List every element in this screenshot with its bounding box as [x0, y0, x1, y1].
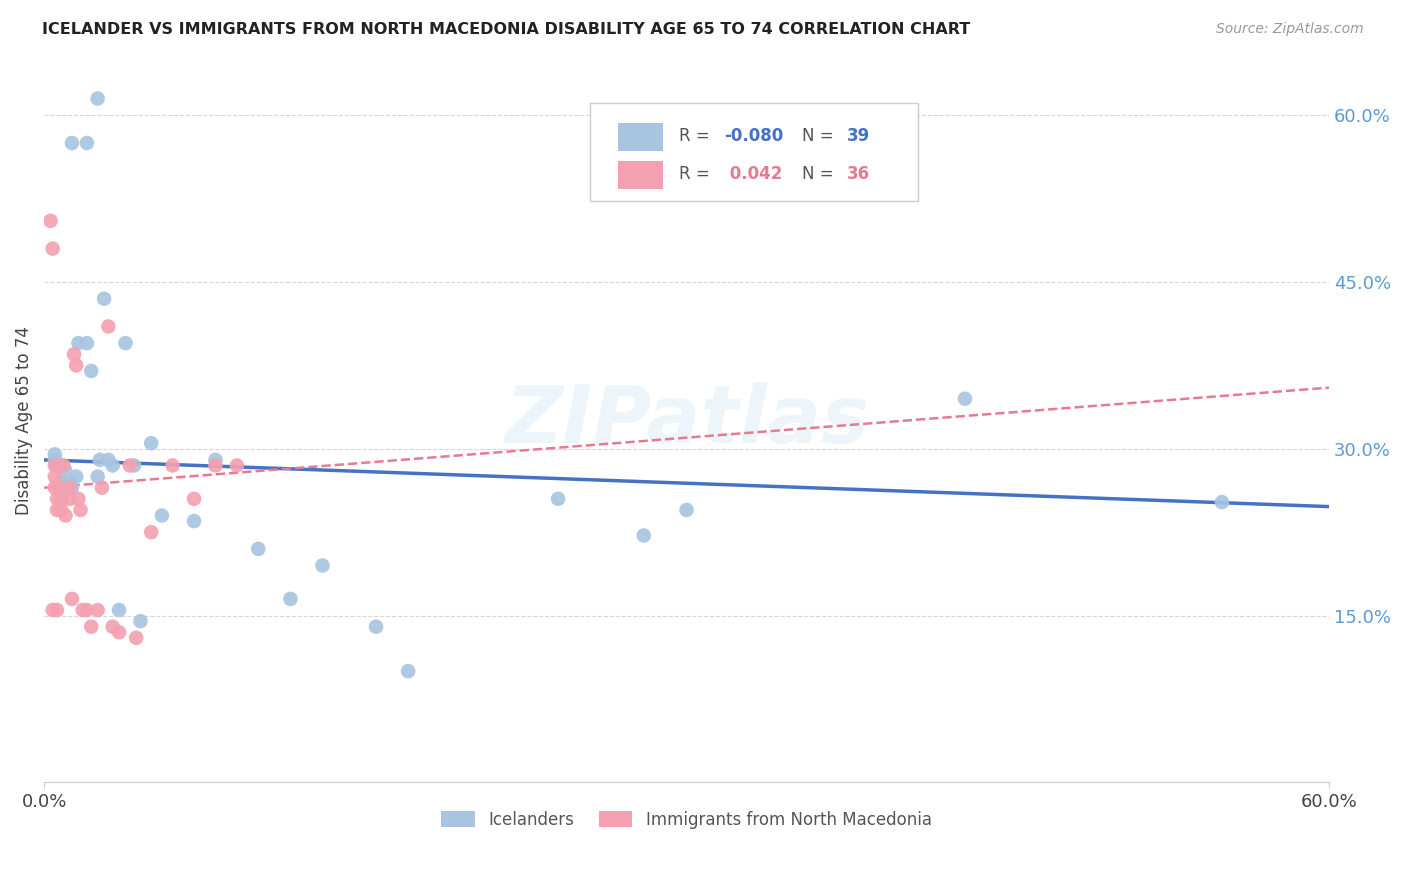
FancyBboxPatch shape: [619, 123, 664, 151]
Point: [122, 458, 145, 473]
Point: [204, 458, 226, 473]
FancyBboxPatch shape: [591, 103, 918, 201]
Point: [51, 475, 73, 490]
Point: [52, 458, 75, 473]
Point: [60, 591, 83, 606]
Point: [44, 481, 66, 495]
Text: N =: N =: [803, 166, 839, 184]
Point: [59, 475, 82, 490]
Point: [65, 469, 87, 483]
Point: [90, 481, 112, 495]
Text: N =: N =: [803, 128, 839, 145]
Point: [86, 603, 108, 617]
Point: [41, 242, 63, 256]
Point: [162, 458, 184, 473]
Point: [97, 453, 120, 467]
Point: [55, 508, 77, 523]
Point: [44, 458, 66, 473]
Point: [675, 503, 697, 517]
Point: [311, 558, 333, 573]
Point: [364, 620, 387, 634]
Point: [48, 481, 70, 495]
Text: 0.042: 0.042: [724, 166, 782, 184]
Point: [69, 503, 91, 517]
Point: [183, 491, 205, 506]
Point: [396, 664, 419, 678]
Point: [547, 491, 569, 506]
Point: [247, 541, 270, 556]
Point: [89, 453, 111, 467]
Point: [150, 508, 173, 523]
Point: [108, 625, 131, 640]
Text: R =: R =: [679, 166, 714, 184]
Point: [52, 481, 75, 495]
Point: [1211, 495, 1233, 509]
Point: [39, 214, 62, 228]
Point: [51, 491, 73, 506]
Point: [55, 464, 77, 478]
Point: [76, 136, 98, 150]
Text: ICELANDER VS IMMIGRANTS FROM NORTH MACEDONIA DISABILITY AGE 65 TO 74 CORRELATION: ICELANDER VS IMMIGRANTS FROM NORTH MACED…: [42, 22, 970, 37]
Point: [76, 336, 98, 351]
Text: R =: R =: [679, 128, 714, 145]
Point: [118, 458, 141, 473]
Text: ZIPatlas: ZIPatlas: [505, 382, 869, 460]
Point: [183, 514, 205, 528]
Point: [51, 503, 73, 517]
Point: [41, 603, 63, 617]
Point: [125, 631, 148, 645]
Point: [633, 528, 655, 542]
Y-axis label: Disability Age 65 to 74: Disability Age 65 to 74: [15, 326, 32, 516]
Point: [108, 603, 131, 617]
Point: [48, 458, 70, 473]
Point: [953, 392, 976, 406]
Point: [65, 359, 87, 373]
Point: [46, 458, 69, 473]
Point: [114, 336, 136, 351]
Point: [44, 447, 66, 461]
Text: -0.080: -0.080: [724, 128, 783, 145]
Legend: Icelanders, Immigrants from North Macedonia: Icelanders, Immigrants from North Macedo…: [434, 804, 938, 836]
Point: [86, 469, 108, 483]
Point: [46, 503, 69, 517]
Point: [44, 453, 66, 467]
Text: Source: ZipAtlas.com: Source: ZipAtlas.com: [1216, 22, 1364, 37]
Point: [93, 292, 115, 306]
Point: [59, 491, 82, 506]
Point: [101, 458, 124, 473]
Point: [63, 347, 86, 361]
Point: [97, 319, 120, 334]
Point: [225, 458, 247, 473]
Point: [59, 481, 82, 495]
Text: 36: 36: [848, 166, 870, 184]
Point: [67, 336, 90, 351]
Point: [72, 603, 94, 617]
Point: [141, 525, 163, 540]
Point: [80, 364, 103, 378]
Point: [129, 614, 152, 628]
Text: 39: 39: [848, 128, 870, 145]
Point: [101, 620, 124, 634]
Point: [280, 591, 302, 606]
Point: [46, 491, 69, 506]
Point: [44, 469, 66, 483]
Point: [141, 436, 163, 450]
Point: [67, 491, 90, 506]
Point: [46, 603, 69, 617]
Point: [60, 136, 83, 150]
Point: [76, 603, 98, 617]
Point: [80, 620, 103, 634]
Point: [60, 481, 83, 495]
Point: [204, 453, 226, 467]
Point: [86, 91, 108, 105]
FancyBboxPatch shape: [619, 161, 664, 189]
